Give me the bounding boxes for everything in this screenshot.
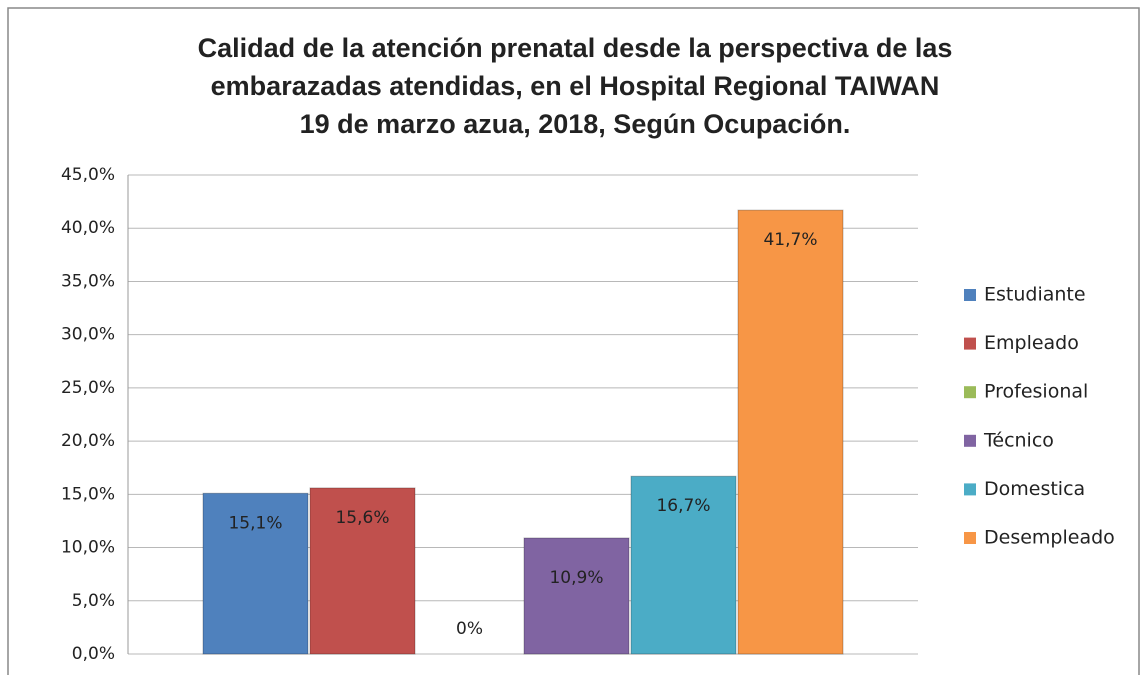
data-label: 15,6% [335, 508, 389, 528]
legend-label: Profesional [984, 381, 1088, 403]
legend-swatch [964, 434, 976, 447]
data-label: 15,1% [228, 513, 282, 533]
y-tick-label: 20,0% [61, 431, 115, 451]
data-label: 41,7% [763, 230, 817, 250]
bar [523, 537, 630, 655]
legend-label: Técnico [983, 429, 1054, 451]
chart-title: embarazadas atendidas, en el Hospital Re… [211, 71, 940, 101]
y-tick-label: 5,0% [72, 591, 115, 611]
data-label: 0% [456, 619, 483, 639]
bar [202, 492, 309, 655]
data-label: 16,7% [656, 496, 710, 516]
chart-title: 19 de marzo azua, 2018, Según Ocupación. [300, 109, 851, 139]
y-tick-label: 40,0% [61, 218, 115, 238]
legend-label: Desempleado [984, 527, 1115, 549]
y-tick-label: 0,0% [72, 644, 115, 664]
legend-swatch [964, 386, 976, 399]
chart-title: Calidad de la atención prenatal desde la… [198, 33, 953, 63]
y-tick-label: 15,0% [61, 484, 115, 504]
legend-label: Estudiante [984, 284, 1086, 306]
legend-swatch [964, 483, 976, 496]
legend-swatch [964, 532, 976, 544]
bar [630, 475, 737, 655]
bar [309, 487, 416, 655]
legend-label: Empleado [984, 332, 1079, 354]
y-tick-label: 30,0% [61, 325, 115, 345]
y-tick-label: 35,0% [61, 271, 115, 291]
y-tick-label: 10,0% [61, 538, 115, 558]
legend-swatch [964, 289, 976, 301]
bar [737, 209, 844, 655]
y-tick-label: 45,0% [61, 165, 115, 185]
data-label: 10,9% [549, 568, 603, 588]
legend-label: Domestica [984, 478, 1085, 500]
legend-swatch [964, 337, 976, 350]
y-tick-label: 25,0% [61, 378, 115, 398]
